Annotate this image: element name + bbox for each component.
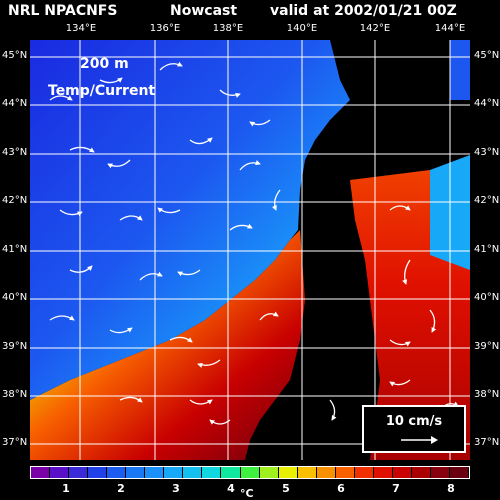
sea-cold-region xyxy=(30,40,350,400)
product-title: Nowcast xyxy=(170,3,238,19)
valid-time: valid at 2002/01/21 00Z xyxy=(270,3,457,19)
lon-label: 142°E xyxy=(359,23,391,34)
colorbar-unit: °C xyxy=(240,487,254,500)
colorbar-swatch xyxy=(69,467,89,478)
scale-vector-label: 10 cm/s xyxy=(385,414,443,429)
sea-north-east-blue xyxy=(450,40,470,100)
colorbar-swatch xyxy=(107,467,127,478)
colorbar-swatch xyxy=(297,467,317,478)
lon-label: 144°E xyxy=(434,23,466,34)
lat-label: 37°N xyxy=(2,437,28,448)
lat-label-right: 43°N xyxy=(474,147,500,158)
colorbar-swatch xyxy=(450,467,470,478)
colorbar-swatch xyxy=(88,467,108,478)
lat-label-right: 38°N xyxy=(474,389,500,400)
lat-label: 38°N xyxy=(2,389,28,400)
colorbar-swatch xyxy=(259,467,279,478)
lat-label-right: 42°N xyxy=(474,195,500,206)
colorbar-swatch xyxy=(126,467,146,478)
depth-label: 200 m xyxy=(80,56,129,72)
colorbar-swatch xyxy=(373,467,393,478)
colorbar-swatch xyxy=(392,467,412,478)
temperature-map xyxy=(30,40,470,460)
colorbar-swatch xyxy=(221,467,241,478)
colorbar-label: 7 xyxy=(392,482,400,495)
colorbar-swatch xyxy=(31,467,51,478)
lat-label: 41°N xyxy=(2,244,28,255)
model-title: NRL NPACNFS xyxy=(8,3,118,19)
lat-label-right: 44°N xyxy=(474,98,500,109)
colorbar-label: 5 xyxy=(282,482,290,495)
lat-label-right: 45°N xyxy=(474,50,500,61)
colorbar-swatch xyxy=(411,467,431,478)
lat-label-right: 41°N xyxy=(474,244,500,255)
lat-label: 45°N xyxy=(2,50,28,61)
colorbar-swatch xyxy=(278,467,298,478)
colorbar-swatch xyxy=(335,467,355,478)
scale-arrow-icon xyxy=(401,436,438,444)
colorbar-swatch xyxy=(316,467,336,478)
colorbar-label: 3 xyxy=(172,482,180,495)
field-label: Temp/Current xyxy=(48,83,156,99)
colorbar-swatch xyxy=(164,467,184,478)
colorbar xyxy=(30,466,470,479)
lat-label: 40°N xyxy=(2,292,28,303)
lat-label-right: 39°N xyxy=(474,341,500,352)
lat-label: 43°N xyxy=(2,147,28,158)
scale-vector-box: 10 cm/s xyxy=(362,405,466,453)
sea-warm-region xyxy=(30,230,305,460)
lon-label: 138°E xyxy=(212,23,244,34)
colorbar-swatch xyxy=(50,467,70,478)
colorbar-swatch xyxy=(240,467,260,478)
colorbar-label: 6 xyxy=(337,482,345,495)
grid-lines xyxy=(30,40,470,460)
lat-label-right: 40°N xyxy=(474,292,500,303)
lon-label: 136°E xyxy=(149,23,181,34)
colorbar-swatch xyxy=(145,467,165,478)
lat-label: 42°N xyxy=(2,195,28,206)
colorbar-label: 2 xyxy=(117,482,125,495)
lat-label: 44°N xyxy=(2,98,28,109)
colorbar-swatch xyxy=(430,467,451,478)
lat-label: 39°N xyxy=(2,341,28,352)
colorbar-swatch xyxy=(354,467,374,478)
colorbar-label: 1 xyxy=(62,482,70,495)
lon-label: 134°E xyxy=(65,23,97,34)
current-vectors xyxy=(49,61,459,435)
colorbar-label: 4 xyxy=(227,482,235,495)
colorbar-swatch xyxy=(202,467,222,478)
colorbar-label: 8 xyxy=(447,482,455,495)
colorbar-swatch xyxy=(183,467,203,478)
lat-label-right: 37°N xyxy=(474,437,500,448)
lon-label: 140°E xyxy=(286,23,318,34)
